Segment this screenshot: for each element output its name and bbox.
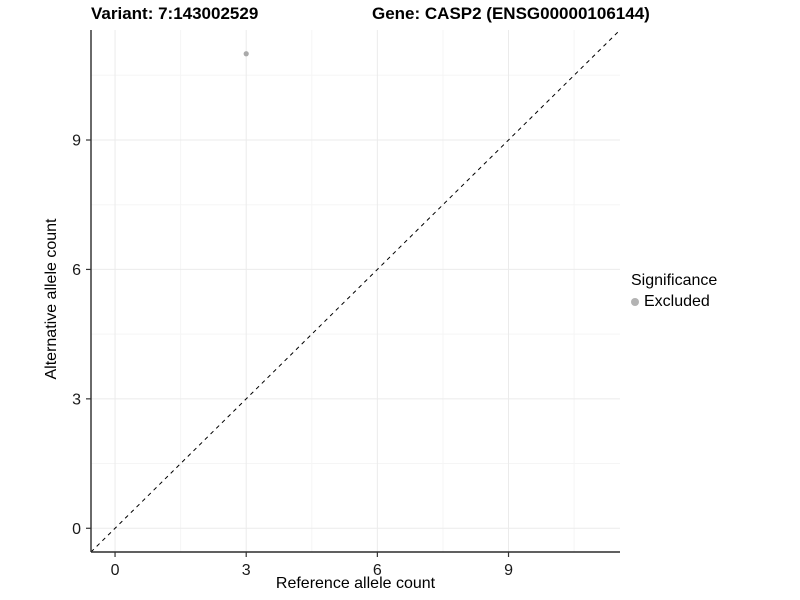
excluded-point-icon [631, 298, 639, 306]
plot-title-gene: Gene: CASP2 (ENSG00000106144) [372, 4, 650, 23]
identity-line [90, 29, 621, 553]
chart-canvas: 0 3 6 9 0 3 6 9 [72, 29, 621, 579]
legend-title: Significance [631, 272, 718, 289]
y-tick-label: 9 [72, 133, 81, 150]
plot-panel: 0 3 6 9 0 3 6 9 [72, 29, 621, 579]
legend-item-label: Excluded [644, 293, 710, 310]
plot-title-variant: Variant: 7:143002529 [91, 4, 259, 23]
x-tick-label: 9 [504, 562, 513, 579]
x-tick-label: 0 [111, 562, 120, 579]
x-tick-label: 6 [373, 562, 382, 579]
y-tick-label: 0 [72, 521, 81, 538]
legend-item-excluded: Excluded [631, 293, 717, 311]
x-axis-title: Reference allele count [275, 575, 436, 592]
x-tick-label: 3 [242, 562, 251, 579]
y-axis-title: Alternative allele count [43, 218, 60, 380]
y-tick-label: 3 [72, 391, 81, 408]
y-tick-label: 6 [72, 262, 81, 279]
legend: Significance Excluded [631, 272, 717, 311]
data-point [243, 51, 249, 57]
